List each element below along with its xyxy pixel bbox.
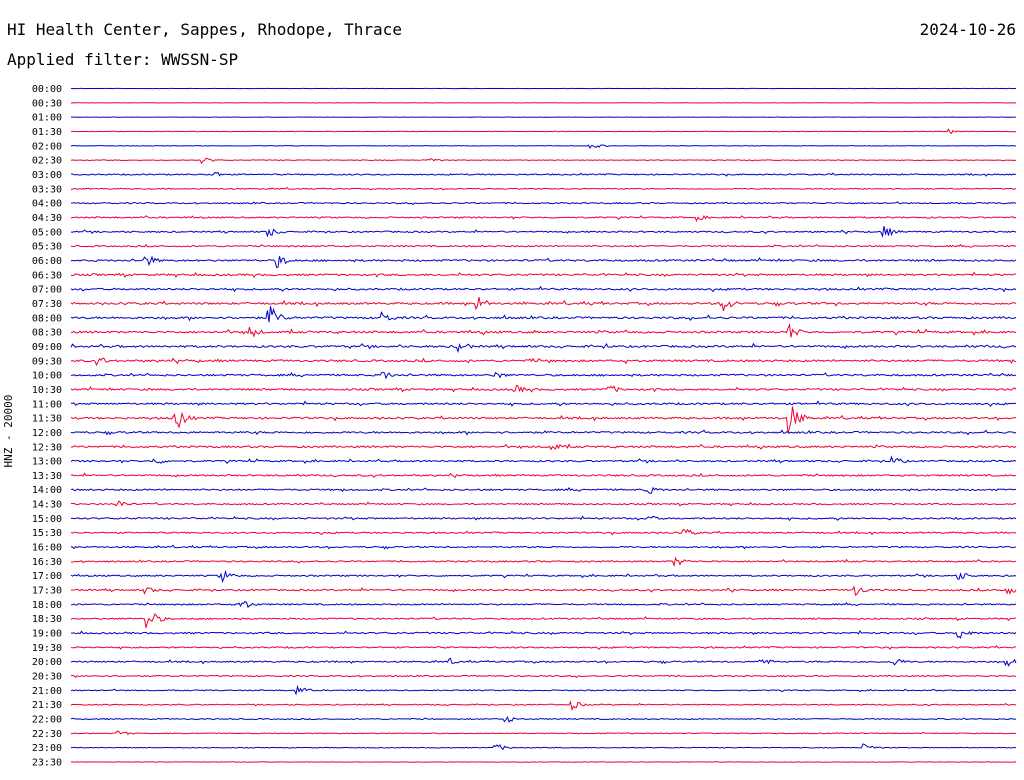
trace-line — [70, 443, 1017, 451]
trace-line — [70, 144, 1017, 150]
time-tick-label: 13:30 — [32, 471, 62, 482]
time-tick-labels: 00:00 00:30 01:00 01:30 02:00 02:30 03:00 03:30… — [32, 84, 62, 769]
trace-line — [70, 157, 1017, 165]
time-tick-label: 22:00 — [32, 715, 62, 726]
trace-rows — [70, 87, 1017, 763]
time-tick-label: 07:00 — [32, 285, 62, 296]
trace-line — [70, 585, 1017, 596]
time-tick-label: 18:30 — [32, 614, 62, 625]
time-tick-label: 05:00 — [32, 227, 62, 238]
trace-line — [70, 306, 1017, 323]
time-tick-label: 16:30 — [32, 557, 62, 568]
time-tick-label: 02:00 — [32, 141, 62, 152]
trace-line — [70, 171, 1017, 177]
trace-line — [70, 371, 1017, 380]
filter-subtitle: Applied filter: WWSSN-SP — [7, 50, 239, 69]
trace-line — [70, 730, 1017, 736]
trace-line — [70, 384, 1017, 393]
time-tick-label: 01:00 — [32, 113, 62, 124]
trace-line — [70, 296, 1017, 312]
time-tick-label: 17:00 — [32, 571, 62, 582]
trace-line — [70, 613, 1017, 628]
time-tick-label: 20:30 — [32, 672, 62, 683]
trace-line — [70, 342, 1017, 354]
time-tick-label: 12:00 — [32, 428, 62, 439]
time-tick-label: 14:30 — [32, 500, 62, 511]
trace-line — [70, 743, 1017, 751]
trace-line — [70, 629, 1017, 639]
time-tick-label: 10:00 — [32, 371, 62, 382]
time-tick-label: 05:30 — [32, 242, 62, 253]
time-tick-label: 08:00 — [32, 313, 62, 324]
trace-line — [70, 128, 1017, 135]
time-tick-label: 04:30 — [32, 213, 62, 224]
trace-line — [70, 674, 1017, 679]
trace-line — [70, 600, 1017, 609]
time-tick-label: 10:30 — [32, 385, 62, 396]
time-tick-label: 02:30 — [32, 156, 62, 167]
time-tick-label: 15:30 — [32, 528, 62, 539]
time-tick-label: 13:00 — [32, 457, 62, 468]
trace-line — [70, 715, 1017, 723]
trace-line — [70, 684, 1017, 696]
trace-line — [70, 243, 1017, 248]
trace-line — [70, 186, 1017, 191]
trace-line — [70, 400, 1017, 407]
trace-line — [70, 357, 1017, 367]
time-tick-label: 11:30 — [32, 414, 62, 425]
time-tick-label: 22:30 — [32, 729, 62, 740]
trace-line — [70, 544, 1017, 550]
time-tick-label: 18:00 — [32, 600, 62, 611]
time-tick-label: 15:00 — [32, 514, 62, 525]
time-tick-label: 00:30 — [32, 98, 62, 109]
trace-line — [70, 645, 1017, 650]
trace-line — [70, 500, 1017, 507]
trace-line — [70, 255, 1017, 268]
time-tick-label: 19:00 — [32, 629, 62, 640]
time-tick-label: 23:30 — [32, 758, 62, 769]
trace-line — [70, 201, 1017, 206]
trace-line — [70, 271, 1017, 279]
trace-line — [70, 556, 1017, 568]
trace-line — [70, 429, 1017, 436]
station-title: HI Health Center, Sappes, Rhodope, Thrac… — [7, 20, 402, 39]
time-tick-label: 19:30 — [32, 643, 62, 654]
time-tick-label: 07:30 — [32, 299, 62, 310]
time-tick-label: 14:00 — [32, 485, 62, 496]
time-tick-label: 17:30 — [32, 586, 62, 597]
trace-line — [70, 323, 1017, 338]
time-tick-label: 08:30 — [32, 328, 62, 339]
trace-line — [70, 214, 1017, 223]
trace-line — [70, 472, 1017, 479]
trace-line — [70, 455, 1017, 465]
time-tick-label: 06:00 — [32, 256, 62, 267]
time-tick-label: 21:30 — [32, 700, 62, 711]
time-tick-label: 09:00 — [32, 342, 62, 353]
time-tick-label: 01:30 — [32, 127, 62, 138]
time-tick-label: 04:00 — [32, 199, 62, 210]
trace-line — [70, 515, 1017, 522]
time-tick-label: 21:00 — [32, 686, 62, 697]
time-tick-label: 00:00 — [32, 84, 62, 95]
time-tick-label: 03:30 — [32, 184, 62, 195]
time-tick-label: 16:00 — [32, 543, 62, 554]
time-tick-label: 12:30 — [32, 442, 62, 453]
time-tick-label: 03:00 — [32, 170, 62, 181]
trace-line — [70, 761, 1017, 763]
trace-line — [70, 285, 1017, 293]
time-tick-label: 11:00 — [32, 399, 62, 410]
time-tick-label: 23:00 — [32, 743, 62, 754]
trace-line — [70, 657, 1017, 667]
time-tick-label: 06:30 — [32, 270, 62, 281]
time-tick-label: 20:00 — [32, 657, 62, 668]
trace-line — [70, 406, 1017, 434]
date-label: 2024-10-26 — [919, 20, 1016, 39]
trace-line — [70, 225, 1017, 238]
time-tick-label: 09:30 — [32, 356, 62, 367]
trace-line — [70, 700, 1017, 712]
trace-line — [70, 569, 1017, 584]
trace-line — [70, 528, 1017, 536]
trace-line — [70, 486, 1017, 494]
